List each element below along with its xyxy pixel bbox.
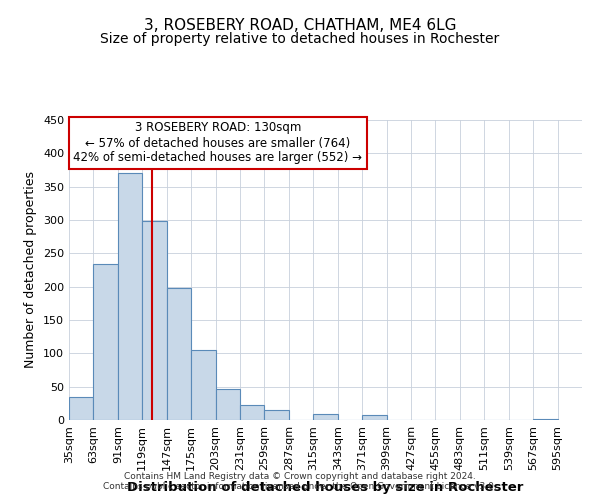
Y-axis label: Number of detached properties: Number of detached properties bbox=[25, 172, 37, 368]
X-axis label: Distribution of detached houses by size in Rochester: Distribution of detached houses by size … bbox=[127, 481, 524, 494]
Bar bbox=[94, 264, 118, 420]
Bar bbox=[191, 350, 215, 420]
Bar bbox=[533, 418, 557, 420]
Text: Contains public sector information licensed under the Open Government Licence v3: Contains public sector information licen… bbox=[103, 482, 497, 491]
Text: Contains HM Land Registry data © Crown copyright and database right 2024.: Contains HM Land Registry data © Crown c… bbox=[124, 472, 476, 481]
Bar bbox=[362, 414, 386, 420]
Bar bbox=[118, 174, 142, 420]
Bar bbox=[240, 406, 265, 420]
Bar bbox=[69, 396, 94, 420]
Bar bbox=[215, 390, 240, 420]
Bar bbox=[142, 220, 167, 420]
Text: Size of property relative to detached houses in Rochester: Size of property relative to detached ho… bbox=[100, 32, 500, 46]
Text: 3 ROSEBERY ROAD: 130sqm
← 57% of detached houses are smaller (764)
42% of semi-d: 3 ROSEBERY ROAD: 130sqm ← 57% of detache… bbox=[73, 122, 362, 164]
Bar bbox=[265, 410, 289, 420]
Text: 3, ROSEBERY ROAD, CHATHAM, ME4 6LG: 3, ROSEBERY ROAD, CHATHAM, ME4 6LG bbox=[144, 18, 456, 32]
Bar bbox=[313, 414, 338, 420]
Bar bbox=[167, 288, 191, 420]
